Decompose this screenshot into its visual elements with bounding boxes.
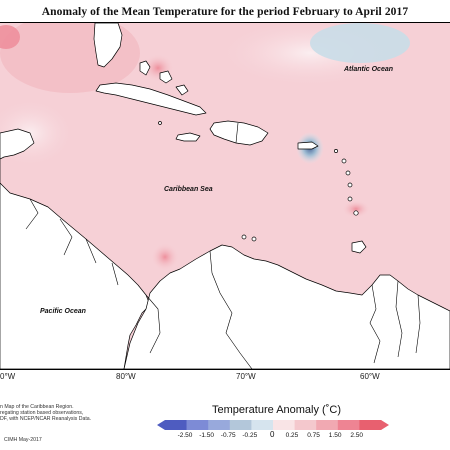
border-colombia-venezuela <box>209 250 253 369</box>
map-title: Anomaly of the Mean Temperature for the … <box>41 6 409 18</box>
bahamas-island-2 <box>159 70 173 84</box>
legend-tick-label: 1.50 <box>328 432 342 439</box>
aruba-land <box>241 234 247 240</box>
warm-patch-top-left <box>0 25 20 49</box>
legend-segment <box>294 420 317 430</box>
legend-segment <box>229 420 252 430</box>
curacao-land <box>251 236 257 242</box>
lesser-antilles-5 <box>353 210 359 216</box>
legend-segment <box>316 420 339 430</box>
legend-tick-label: -0.25 <box>242 432 258 439</box>
border-costa-rica <box>111 262 119 286</box>
warm-patch-colombia <box>151 243 179 271</box>
legend-segment <box>165 420 187 430</box>
border-guyana-suriname <box>395 280 403 358</box>
lesser-antilles-2 <box>345 170 351 176</box>
border-hispaniola <box>235 122 239 144</box>
legend-title: Temperature Anomaly (˚C) <box>212 404 341 416</box>
legend-tick-label: -1.50 <box>199 432 215 439</box>
puerto-rico-land <box>297 141 319 150</box>
legend-segment <box>186 420 209 430</box>
atlantic-ocean-label: Atlantic Ocean <box>343 66 393 73</box>
lesser-antilles-3 <box>347 182 353 188</box>
lesser-antilles-4 <box>347 196 353 202</box>
border-panama-colombia <box>145 294 161 354</box>
legend-tick-label: 0.75 <box>307 432 320 439</box>
mexico-central-america-land <box>0 128 151 369</box>
legend-segment <box>251 420 274 430</box>
legend-tick-label: 0 <box>270 430 275 439</box>
florida-land <box>93 23 123 68</box>
credit-line-2: regating station based observations, <box>0 410 84 416</box>
legend-color-bar <box>157 420 389 430</box>
lesser-antilles-6 <box>334 149 338 153</box>
legend-cap-left <box>157 420 165 430</box>
credit-line-1: n Map of the Caribbean Region. <box>0 404 74 410</box>
credit-line-3: DF, with NCEP/NCAR Reanalysis Data. <box>0 416 92 422</box>
legend-tick-label: 0.25 <box>285 432 299 439</box>
anomaly-map: Atlantic Ocean Caribbean Sea Pacific Oce… <box>0 22 450 370</box>
longitude-label-80w: 80°W <box>116 372 136 381</box>
trinidad-land <box>351 240 367 254</box>
legend-cap-right <box>381 420 389 430</box>
legend-tick-label: -0.75 <box>220 432 236 439</box>
legend-tick-label: -2.50 <box>177 432 193 439</box>
jamaica-land <box>175 132 201 142</box>
caribbean-sea-label: Caribbean Sea <box>164 186 213 193</box>
bahamas-island-1 <box>139 60 151 76</box>
legend-segment <box>337 420 360 430</box>
legend-segment <box>208 420 231 430</box>
cool-patch-atlantic <box>310 23 410 63</box>
lesser-antilles-1 <box>341 158 347 164</box>
border-nicaragua <box>85 238 97 264</box>
cuba-land <box>95 82 207 116</box>
warm-patch-antilles <box>342 200 370 218</box>
legend-tick-label: 2.50 <box>350 432 364 439</box>
border-honduras <box>59 218 73 256</box>
longitude-label-90w: 0°W <box>0 372 16 381</box>
longitude-label-60w: 60°W <box>360 372 380 381</box>
cayman-land <box>158 121 162 125</box>
legend-segment <box>273 420 295 430</box>
hispaniola-land <box>209 120 269 146</box>
border-suriname-guiana <box>415 294 421 354</box>
longitude-label-70w: 70°W <box>236 372 256 381</box>
legend-segment <box>359 420 382 430</box>
border-venezuela-guyana <box>369 284 381 364</box>
south-america-land <box>123 244 450 369</box>
credit-line-4: CIMH May-2017 <box>4 437 42 443</box>
border-mexico-guatemala <box>25 198 39 230</box>
bahamas-island-3 <box>175 84 189 96</box>
pacific-ocean-label: Pacific Ocean <box>40 308 86 315</box>
